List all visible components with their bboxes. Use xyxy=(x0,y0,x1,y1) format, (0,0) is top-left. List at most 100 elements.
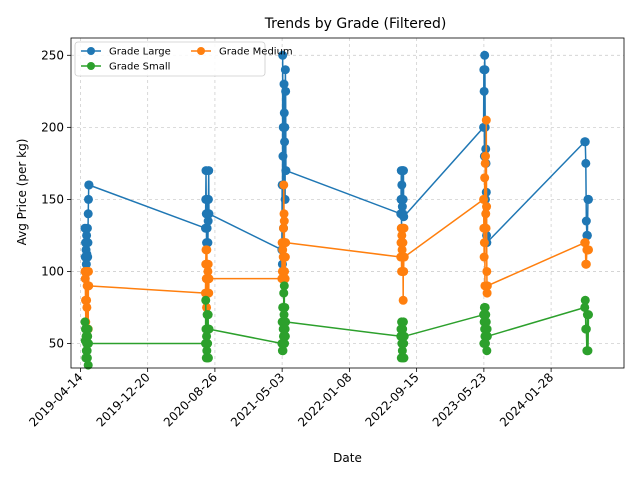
data-point xyxy=(83,331,93,341)
data-point xyxy=(398,317,408,327)
data-point xyxy=(482,288,492,298)
data-point xyxy=(580,295,590,305)
data-point xyxy=(280,339,290,348)
legend-item: Grade Small xyxy=(81,62,170,73)
data-point xyxy=(280,266,290,276)
data-point xyxy=(397,202,407,212)
data-point xyxy=(203,216,213,226)
data-point xyxy=(204,324,214,334)
data-point xyxy=(280,274,290,284)
data-point xyxy=(479,86,489,96)
data-point xyxy=(480,173,490,183)
data-point xyxy=(279,108,289,118)
axes-frame xyxy=(70,37,625,369)
data-point xyxy=(279,310,289,320)
data-point xyxy=(279,281,289,291)
data-point xyxy=(278,50,288,60)
data-point xyxy=(397,180,407,190)
data-point xyxy=(480,339,490,348)
data-point xyxy=(581,324,591,334)
data-point xyxy=(584,194,593,204)
data-point xyxy=(280,65,290,75)
y-tick-label: 250 xyxy=(41,48,64,62)
data-point xyxy=(84,281,94,291)
data-point xyxy=(281,317,291,327)
data-point xyxy=(202,331,212,341)
data-point xyxy=(399,331,409,341)
data-point xyxy=(280,252,290,262)
data-point xyxy=(479,252,489,262)
data-point xyxy=(202,223,212,233)
data-point xyxy=(83,324,93,334)
data-point xyxy=(279,288,289,298)
data-point xyxy=(83,238,93,248)
legend-label: Grade Large xyxy=(109,47,171,58)
data-point xyxy=(203,339,213,348)
data-point xyxy=(580,137,590,147)
y-axis-label: Avg Price (per kg) xyxy=(15,139,29,246)
legend-swatch-marker xyxy=(87,62,95,70)
data-point xyxy=(83,252,93,262)
data-point xyxy=(81,259,91,269)
data-point xyxy=(82,295,92,305)
data-point xyxy=(399,339,409,348)
data-point xyxy=(581,158,591,168)
data-point xyxy=(482,324,492,334)
data-point xyxy=(278,151,288,161)
data-point xyxy=(203,259,213,269)
data-point xyxy=(482,202,492,212)
data-point xyxy=(397,230,407,240)
data-point xyxy=(83,266,93,276)
data-point xyxy=(583,346,593,356)
data-point xyxy=(203,194,213,204)
data-point xyxy=(399,252,409,262)
legend-box xyxy=(74,41,266,77)
y-axis: 50 100 150 200 250 xyxy=(41,48,71,351)
data-point xyxy=(482,346,492,356)
data-point xyxy=(82,223,92,233)
data-point xyxy=(482,331,492,341)
data-point xyxy=(201,295,211,305)
data-point xyxy=(398,295,408,305)
y-tick-label: 100 xyxy=(41,264,64,278)
data-point xyxy=(398,324,408,334)
data-point xyxy=(280,331,290,341)
data-point xyxy=(83,360,93,370)
data-point xyxy=(278,245,288,255)
data-point xyxy=(82,346,92,356)
data-point xyxy=(280,122,290,132)
data-point xyxy=(399,223,409,233)
data-point xyxy=(202,346,212,356)
data-point xyxy=(279,209,289,219)
chart-title: Trends by Grade (Filtered) xyxy=(264,16,447,32)
data-point xyxy=(203,266,213,276)
data-point xyxy=(82,230,92,240)
data-point xyxy=(280,194,290,204)
data-point xyxy=(581,259,591,269)
data-point xyxy=(82,302,92,312)
data-point xyxy=(481,317,491,327)
data-point xyxy=(482,266,492,276)
data-point xyxy=(204,209,214,219)
data-point xyxy=(480,151,490,161)
data-point xyxy=(80,274,90,284)
data-point xyxy=(480,122,490,132)
data-point xyxy=(480,302,490,312)
data-point xyxy=(204,288,214,298)
data-point xyxy=(281,86,291,96)
data-point xyxy=(399,266,409,276)
data-point xyxy=(481,115,491,125)
legend-item: Grade Medium xyxy=(191,47,293,58)
data-point xyxy=(203,310,213,320)
data-point xyxy=(204,166,214,176)
data-point xyxy=(481,223,491,233)
y-tick-label: 50 xyxy=(49,337,64,351)
data-point xyxy=(479,238,489,248)
data-point xyxy=(203,353,213,363)
data-point xyxy=(279,79,289,89)
data-point xyxy=(398,194,408,204)
data-point xyxy=(80,317,90,327)
data-point xyxy=(482,281,492,291)
